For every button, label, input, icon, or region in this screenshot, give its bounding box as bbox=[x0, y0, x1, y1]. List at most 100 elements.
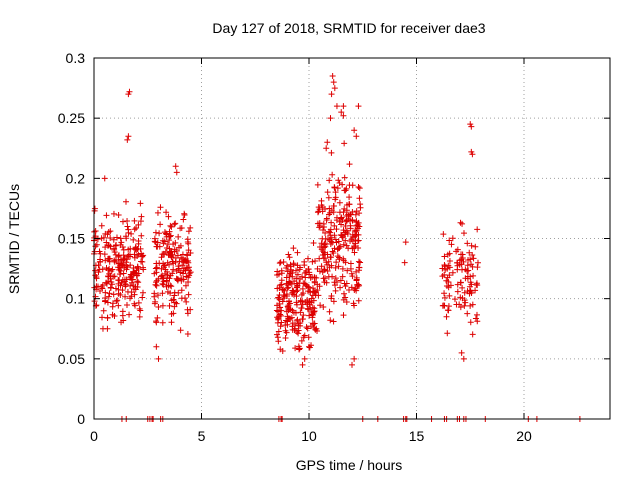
y-tick-label: 0.05 bbox=[58, 351, 85, 367]
data-point bbox=[125, 226, 132, 233]
data-point bbox=[355, 264, 362, 271]
data-point bbox=[140, 264, 147, 271]
data-point bbox=[454, 288, 461, 295]
data-point bbox=[136, 313, 143, 320]
data-point bbox=[343, 207, 350, 214]
data-point bbox=[285, 251, 292, 258]
x-tick-label: 15 bbox=[409, 428, 425, 444]
data-point bbox=[121, 280, 128, 287]
data-point bbox=[321, 267, 328, 274]
data-point bbox=[451, 296, 458, 303]
x-tick-label: 0 bbox=[90, 428, 98, 444]
data-point bbox=[275, 338, 282, 345]
data-point bbox=[110, 291, 117, 298]
data-point bbox=[309, 311, 316, 318]
data-point bbox=[154, 292, 161, 299]
data-point bbox=[296, 346, 303, 353]
data-point bbox=[107, 228, 114, 235]
data-point bbox=[449, 235, 456, 242]
data-point bbox=[296, 266, 303, 273]
data-point bbox=[273, 331, 280, 338]
data-point bbox=[127, 295, 134, 302]
data-point bbox=[92, 272, 99, 279]
data-point bbox=[181, 212, 188, 219]
data-point bbox=[355, 297, 362, 304]
data-point bbox=[134, 264, 141, 271]
data-point bbox=[153, 277, 160, 284]
data-point bbox=[278, 267, 285, 274]
data-point bbox=[288, 281, 295, 288]
x-tick-label: 5 bbox=[198, 428, 206, 444]
data-point bbox=[137, 200, 144, 207]
data-point bbox=[474, 259, 481, 266]
data-point bbox=[117, 235, 124, 242]
data-point bbox=[294, 262, 301, 269]
data-point bbox=[104, 325, 111, 332]
data-point bbox=[327, 226, 334, 233]
data-point bbox=[98, 222, 105, 229]
data-point bbox=[124, 223, 131, 230]
data-point bbox=[113, 234, 120, 241]
data-point bbox=[288, 314, 295, 321]
data-point bbox=[95, 269, 102, 276]
data-point bbox=[159, 272, 166, 279]
data-point bbox=[293, 275, 300, 282]
data-point bbox=[314, 287, 321, 294]
data-point bbox=[131, 254, 138, 261]
data-point bbox=[159, 280, 166, 287]
data-point bbox=[91, 205, 98, 212]
data-point bbox=[170, 266, 177, 273]
data-point bbox=[173, 169, 180, 176]
data-point bbox=[130, 236, 137, 243]
data-point bbox=[185, 291, 192, 298]
data-point bbox=[161, 251, 168, 258]
data-point bbox=[346, 201, 353, 208]
data-point bbox=[160, 240, 167, 247]
data-point bbox=[287, 315, 294, 322]
data-point bbox=[352, 237, 359, 244]
data-point bbox=[126, 88, 133, 95]
data-point bbox=[165, 282, 172, 289]
data-point bbox=[157, 204, 164, 211]
data-point bbox=[163, 230, 170, 237]
data-point bbox=[446, 237, 453, 244]
data-point bbox=[183, 298, 190, 305]
data-point bbox=[122, 198, 129, 205]
data-point bbox=[332, 282, 339, 289]
data-point bbox=[464, 310, 471, 317]
data-point bbox=[104, 314, 111, 321]
data-point bbox=[330, 298, 337, 305]
data-point bbox=[301, 270, 308, 277]
data-point bbox=[328, 219, 335, 226]
data-point bbox=[320, 304, 327, 311]
data-point bbox=[343, 298, 350, 305]
data-point bbox=[183, 273, 190, 280]
data-point bbox=[343, 242, 350, 249]
data-point bbox=[152, 229, 159, 236]
data-point bbox=[301, 262, 308, 269]
x-tick-label: 20 bbox=[516, 428, 532, 444]
data-point bbox=[340, 241, 347, 248]
data-point bbox=[441, 263, 448, 270]
data-point bbox=[347, 211, 354, 218]
data-point bbox=[401, 259, 408, 266]
data-point bbox=[336, 199, 343, 206]
data-point bbox=[341, 174, 348, 181]
data-point bbox=[118, 319, 125, 326]
data-point bbox=[155, 355, 162, 362]
data-point bbox=[126, 311, 133, 318]
data-point bbox=[282, 334, 289, 341]
data-point bbox=[454, 281, 461, 288]
data-point bbox=[171, 221, 178, 228]
data-point bbox=[108, 268, 115, 275]
data-point bbox=[326, 308, 333, 315]
data-point bbox=[177, 242, 184, 249]
data-point bbox=[159, 319, 166, 326]
data-point bbox=[132, 286, 139, 293]
data-point bbox=[171, 303, 178, 310]
data-point bbox=[338, 221, 345, 228]
data-point bbox=[328, 238, 335, 245]
x-tick-label: 10 bbox=[301, 428, 317, 444]
data-point bbox=[325, 194, 332, 201]
